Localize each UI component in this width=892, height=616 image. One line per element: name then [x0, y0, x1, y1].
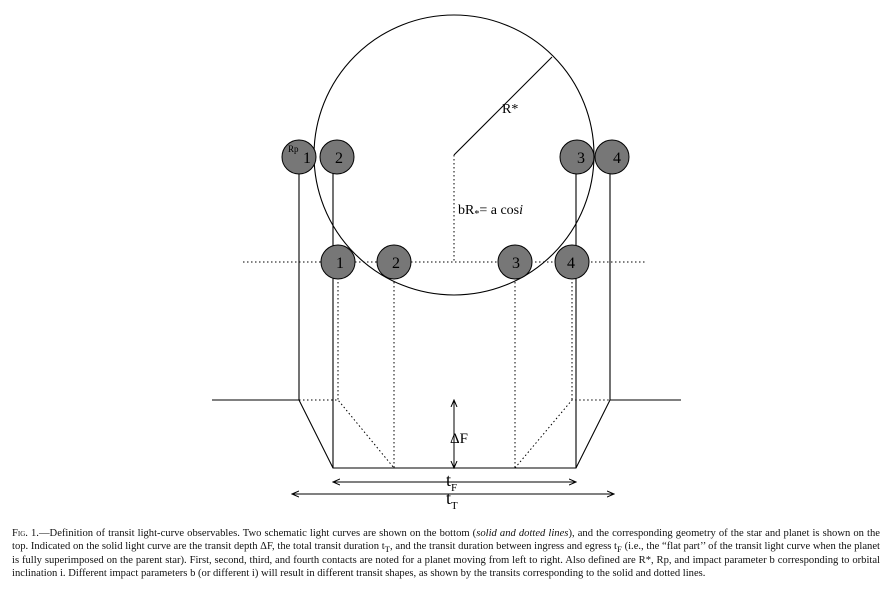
contact-verticals-dotted	[337, 262, 573, 468]
planet-top-3: 3	[559, 139, 595, 175]
impact-equation-label: bR*= a cosi	[458, 203, 523, 220]
planet-top-2: 2	[319, 139, 355, 175]
planet-bottom-4: 4	[554, 244, 590, 280]
planet-top-4: 4	[594, 139, 630, 175]
depth-label: ΔF	[450, 431, 468, 447]
transit-geometry-figure: R* bR*= a cosi 1 Rp 2 3 4 1	[212, 14, 681, 512]
star-radius-label: R*	[502, 102, 518, 117]
figure-caption: Fig. 1.—Definition of transit light-curv…	[12, 528, 880, 579]
light-curve-dotted	[299, 399, 610, 469]
svg-text:1: 1	[336, 255, 344, 272]
planet-bottom-2: 2	[376, 244, 412, 280]
star-radius-line	[453, 56, 553, 156]
svg-text:1: 1	[303, 150, 311, 167]
planet-top-1: 1 Rp	[281, 139, 317, 175]
planet-bottom-3: 3	[497, 244, 533, 280]
contact-verticals-solid	[298, 157, 611, 468]
planet-bottom-1: 1	[320, 244, 356, 280]
planet-radius-label: Rp	[288, 144, 299, 154]
svg-text:4: 4	[613, 150, 621, 167]
svg-text:2: 2	[335, 150, 343, 167]
svg-text:3: 3	[512, 255, 520, 272]
light-curve-solid	[212, 399, 681, 469]
svg-text:4: 4	[567, 255, 575, 272]
tF-label: tF	[446, 470, 457, 494]
figure-label: Fig. 1.	[12, 528, 39, 539]
svg-text:3: 3	[577, 150, 585, 167]
tT-label: tT	[446, 488, 458, 512]
svg-text:2: 2	[392, 255, 400, 272]
